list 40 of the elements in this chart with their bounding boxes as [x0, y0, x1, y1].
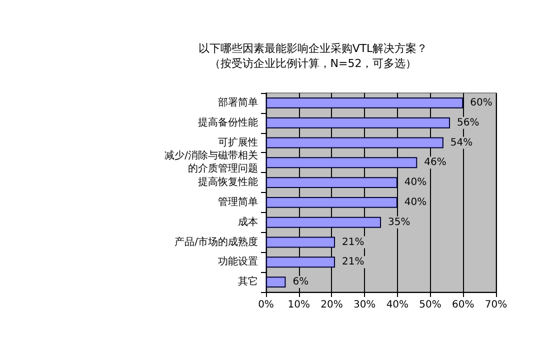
chart-subtitle: （按受访企业比例计算，N=52，可多选） [209, 57, 417, 70]
y-tick-label: 提高恢复性能 [198, 176, 258, 188]
data-label: 40% [404, 196, 427, 208]
y-tick-label: 管理简单 [218, 196, 258, 208]
x-tick-label: 10% [288, 300, 310, 310]
bar [266, 236, 335, 248]
y-tick-label: 提高备份性能 [198, 116, 258, 128]
y-tick-label: 减少/消除与磁带相关的介质管理问题 [164, 150, 258, 175]
y-tick-label: 部署简单 [218, 96, 258, 108]
data-label: 56% [457, 117, 480, 128]
y-tick-label: 其它 [238, 276, 258, 288]
bar [266, 117, 450, 128]
bar [266, 216, 381, 228]
x-tick-label: 30% [353, 300, 376, 310]
bar [266, 157, 418, 168]
y-tick-label: 功能设置 [218, 256, 258, 268]
data-label: 40% [404, 177, 427, 188]
data-label: 21% [342, 236, 364, 248]
bar [266, 97, 464, 108]
bar [266, 276, 286, 288]
bar [266, 256, 335, 268]
x-tick-label: 20% [320, 300, 343, 310]
x-tick-label: 40% [386, 300, 409, 310]
chart-title: 以下哪些因素最能影响企业采购VTL解决方案？ [198, 42, 428, 55]
data-label: 60% [470, 97, 492, 108]
bar [266, 196, 398, 208]
y-tick-label: 成本 [238, 216, 258, 228]
data-label: 46% [424, 157, 446, 168]
data-label: 21% [342, 256, 364, 268]
x-tick-label: 70% [484, 300, 508, 310]
data-label: 54% [450, 137, 473, 148]
x-tick-label: 50% [419, 300, 442, 310]
y-tick-label: 可扩展性 [218, 136, 258, 148]
data-label: 6% [292, 276, 309, 288]
data-label: 35% [388, 216, 410, 228]
y-tick-label: 产品/市场的成熟度 [174, 236, 258, 248]
x-tick-label: 0% [258, 300, 274, 310]
bar [266, 177, 398, 188]
bar [266, 137, 444, 148]
x-tick-label: 60% [452, 300, 474, 310]
